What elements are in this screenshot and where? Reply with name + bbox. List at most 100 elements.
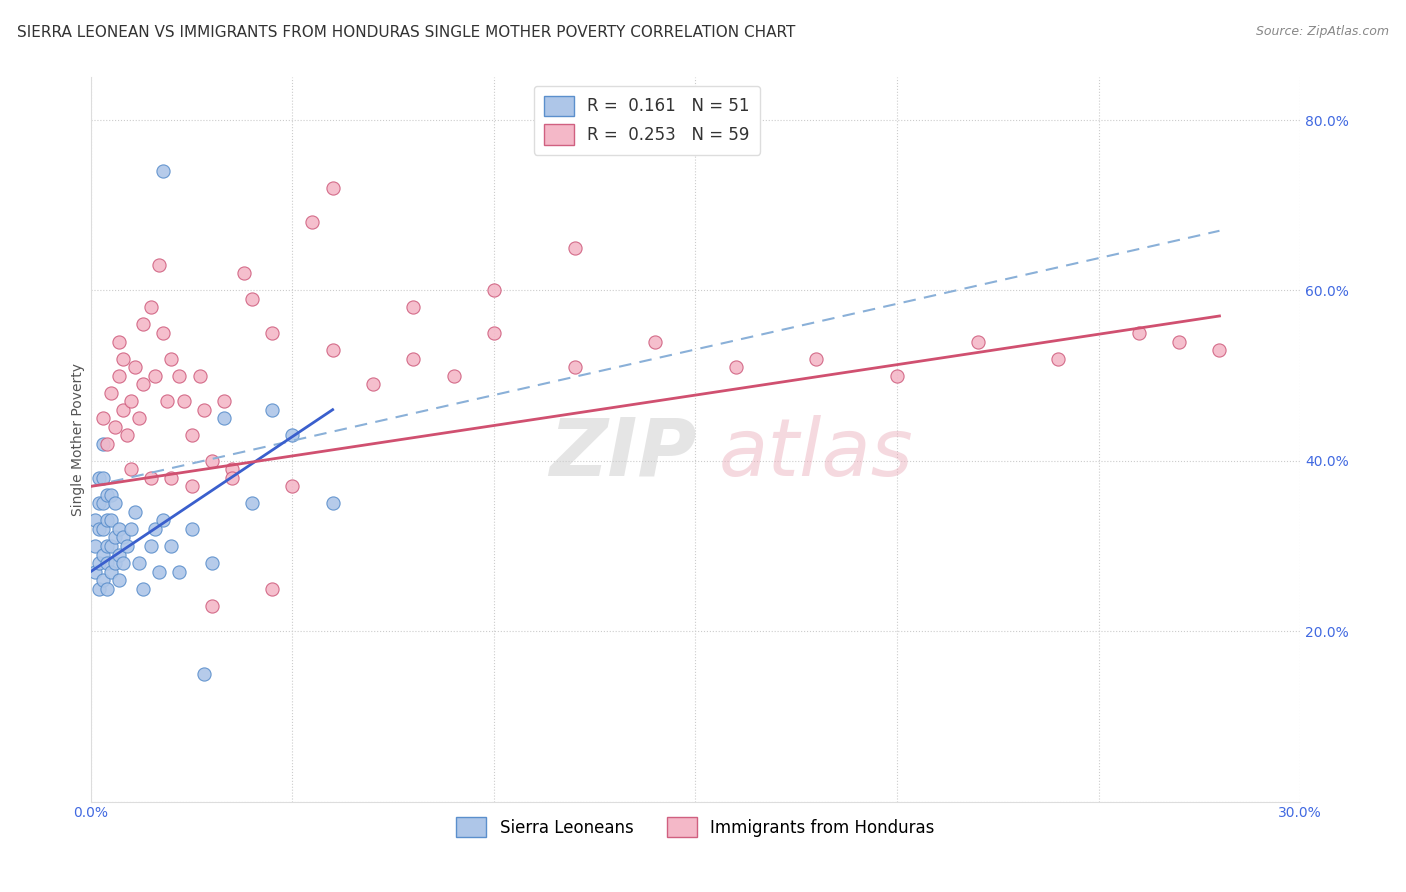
Point bbox=[91, 522, 114, 536]
Point bbox=[104, 531, 127, 545]
Point bbox=[180, 522, 202, 536]
Point bbox=[87, 522, 110, 536]
Point bbox=[141, 539, 163, 553]
Point bbox=[193, 402, 215, 417]
Point bbox=[120, 462, 142, 476]
Point bbox=[83, 513, 105, 527]
Point bbox=[91, 471, 114, 485]
Point bbox=[322, 496, 344, 510]
Point bbox=[87, 496, 110, 510]
Point bbox=[112, 402, 135, 417]
Point bbox=[152, 164, 174, 178]
Point bbox=[104, 419, 127, 434]
Text: ZIP: ZIP bbox=[550, 415, 696, 493]
Point bbox=[115, 539, 138, 553]
Point bbox=[143, 522, 166, 536]
Point bbox=[160, 471, 183, 485]
Point bbox=[83, 565, 105, 579]
Point bbox=[482, 326, 505, 340]
Point bbox=[100, 513, 122, 527]
Point bbox=[262, 582, 284, 596]
Point bbox=[96, 539, 118, 553]
Point bbox=[96, 436, 118, 450]
Text: Source: ZipAtlas.com: Source: ZipAtlas.com bbox=[1256, 25, 1389, 38]
Point bbox=[96, 582, 118, 596]
Point bbox=[201, 556, 224, 570]
Point bbox=[108, 522, 131, 536]
Point bbox=[141, 301, 163, 315]
Point bbox=[564, 241, 586, 255]
Y-axis label: Single Mother Poverty: Single Mother Poverty bbox=[72, 363, 86, 516]
Point bbox=[100, 385, 122, 400]
Point bbox=[322, 343, 344, 357]
Point bbox=[156, 394, 179, 409]
Point bbox=[201, 454, 224, 468]
Point bbox=[104, 556, 127, 570]
Point bbox=[402, 351, 425, 366]
Point bbox=[1047, 351, 1070, 366]
Point bbox=[152, 513, 174, 527]
Point bbox=[262, 326, 284, 340]
Point bbox=[262, 402, 284, 417]
Point bbox=[1208, 343, 1230, 357]
Point bbox=[188, 368, 211, 383]
Point bbox=[108, 573, 131, 587]
Point bbox=[160, 351, 183, 366]
Point bbox=[148, 565, 170, 579]
Point bbox=[104, 496, 127, 510]
Point bbox=[87, 582, 110, 596]
Point bbox=[806, 351, 828, 366]
Point bbox=[128, 556, 150, 570]
Point bbox=[132, 582, 155, 596]
Text: atlas: atlas bbox=[718, 415, 914, 493]
Point bbox=[152, 326, 174, 340]
Point bbox=[91, 496, 114, 510]
Point bbox=[87, 556, 110, 570]
Point bbox=[160, 539, 183, 553]
Point bbox=[143, 368, 166, 383]
Point bbox=[193, 666, 215, 681]
Point bbox=[724, 360, 747, 375]
Point bbox=[322, 181, 344, 195]
Point bbox=[212, 411, 235, 425]
Point bbox=[132, 377, 155, 392]
Point bbox=[91, 411, 114, 425]
Point bbox=[240, 292, 263, 306]
Point bbox=[886, 368, 908, 383]
Point bbox=[132, 318, 155, 332]
Point bbox=[201, 599, 224, 613]
Point bbox=[112, 351, 135, 366]
Point bbox=[402, 301, 425, 315]
Point bbox=[96, 513, 118, 527]
Point bbox=[564, 360, 586, 375]
Point bbox=[221, 471, 243, 485]
Point bbox=[112, 556, 135, 570]
Point bbox=[100, 565, 122, 579]
Point bbox=[212, 394, 235, 409]
Point bbox=[124, 505, 146, 519]
Point bbox=[644, 334, 666, 349]
Point bbox=[482, 284, 505, 298]
Point bbox=[281, 428, 304, 442]
Point bbox=[112, 531, 135, 545]
Point bbox=[169, 368, 191, 383]
Point bbox=[100, 488, 122, 502]
Point bbox=[87, 471, 110, 485]
Point bbox=[128, 411, 150, 425]
Point bbox=[148, 258, 170, 272]
Point bbox=[83, 539, 105, 553]
Point bbox=[361, 377, 384, 392]
Text: SIERRA LEONEAN VS IMMIGRANTS FROM HONDURAS SINGLE MOTHER POVERTY CORRELATION CHA: SIERRA LEONEAN VS IMMIGRANTS FROM HONDUR… bbox=[17, 25, 796, 40]
Point bbox=[281, 479, 304, 493]
Point bbox=[1168, 334, 1191, 349]
Point bbox=[108, 548, 131, 562]
Point bbox=[120, 522, 142, 536]
Point bbox=[221, 462, 243, 476]
Point bbox=[108, 368, 131, 383]
Point bbox=[91, 436, 114, 450]
Legend: Sierra Leoneans, Immigrants from Honduras: Sierra Leoneans, Immigrants from Hondura… bbox=[450, 810, 941, 844]
Point bbox=[233, 266, 256, 280]
Point bbox=[100, 539, 122, 553]
Point bbox=[173, 394, 195, 409]
Point bbox=[169, 565, 191, 579]
